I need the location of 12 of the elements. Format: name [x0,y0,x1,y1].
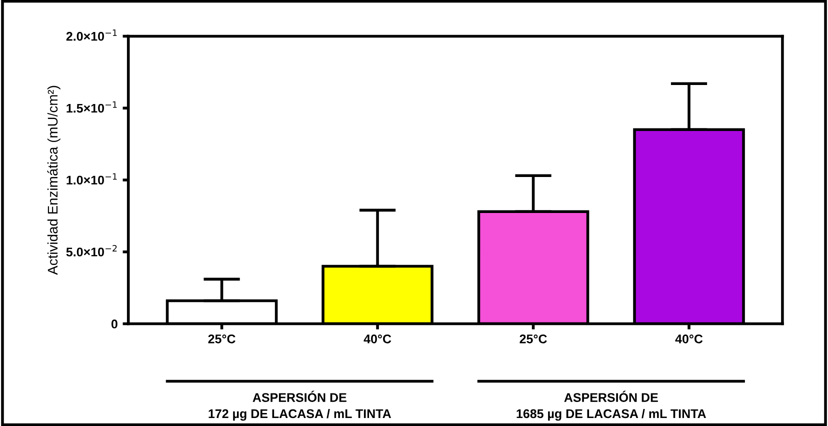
y-tick-label: 5.0×10$^{−2}$ [66,245,117,256]
y-tick-label: 2.0×10$^{−1}$ [66,29,117,41]
y-axis-title: Actividad Enzimática (mU/cm²) [47,86,60,275]
y-tick-label: 1.5×10$^{−1}$ [66,101,117,113]
y-tick-label: 1.0×10$^{−1}$ [66,173,117,185]
x-tick-label: 40°C [364,334,392,344]
x-tick-label: 25°C [520,334,547,344]
y-tick-label: 0 [111,320,118,328]
x-tick-label: 40°C [675,334,703,344]
text: ASPERSIÓN DE 172 µg DE LACASA / mL TINTA [208,390,392,421]
x-tick-label: 25°C [208,334,236,344]
text: ASPERSIÓN DE 1685 µg DE LACASA / mL TINTA [516,390,706,421]
